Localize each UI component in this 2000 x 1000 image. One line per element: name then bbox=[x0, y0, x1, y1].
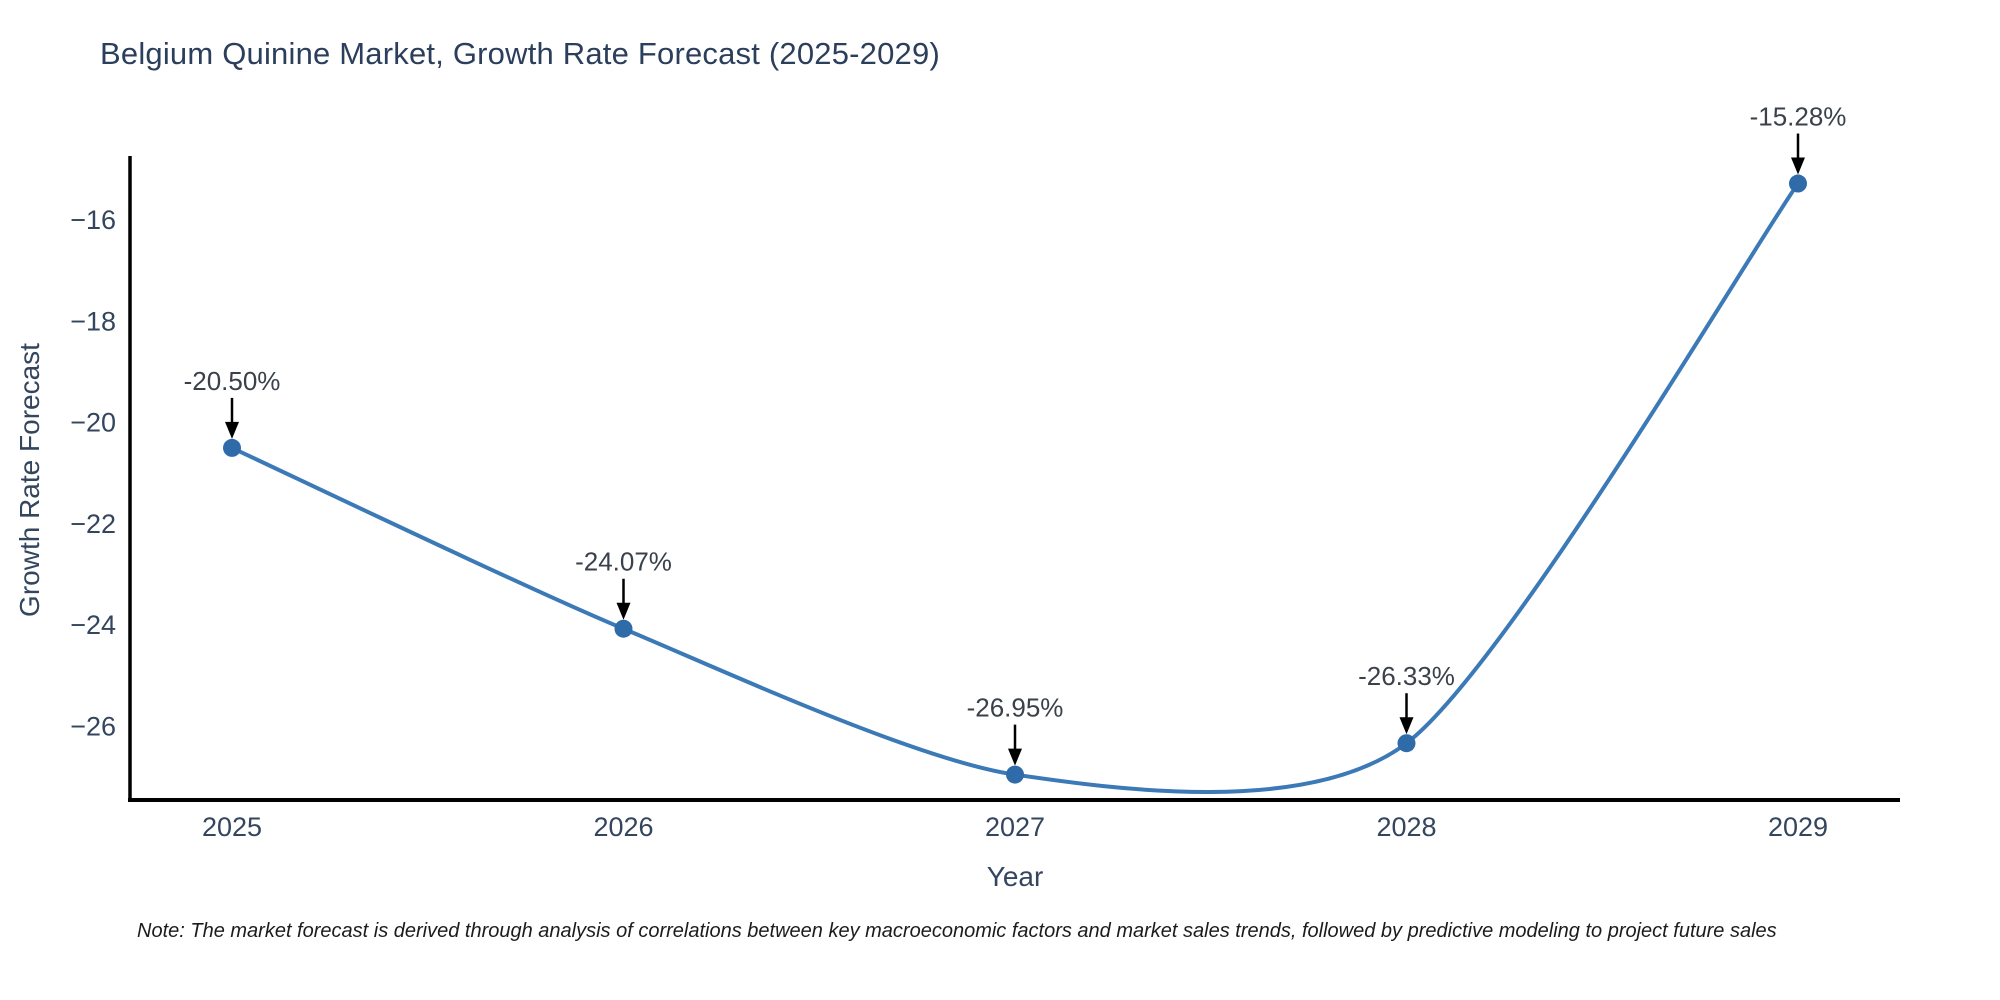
data-point-marker bbox=[614, 619, 633, 638]
y-tick-label: −20 bbox=[70, 408, 116, 438]
y-tick-label: −26 bbox=[70, 712, 116, 742]
annotation-arrow-head bbox=[225, 421, 239, 439]
annotation-arrow-head bbox=[616, 602, 631, 620]
y-tick-label: −18 bbox=[70, 306, 116, 336]
annotation-arrow-head bbox=[1791, 157, 1805, 175]
x-tick-label: 2026 bbox=[593, 812, 653, 842]
x-axis-title: Year bbox=[986, 861, 1044, 892]
data-point-marker bbox=[223, 438, 241, 457]
annotation-arrow-head bbox=[1399, 717, 1414, 735]
point-annotation: -26.95% bbox=[967, 693, 1064, 723]
data-point-marker bbox=[1789, 174, 1807, 193]
point-annotation: -15.28% bbox=[1750, 102, 1847, 132]
point-annotation: -24.07% bbox=[575, 547, 672, 577]
y-tick-label: −16 bbox=[70, 205, 116, 235]
x-tick-label: 2027 bbox=[985, 812, 1045, 842]
data-point-marker bbox=[1397, 734, 1416, 753]
x-tick-label: 2028 bbox=[1376, 812, 1436, 842]
footnote: Note: The market forecast is derived thr… bbox=[137, 920, 1777, 942]
point-annotation: -20.50% bbox=[184, 366, 281, 396]
y-tick-label: −22 bbox=[70, 509, 116, 539]
annotation-arrow-head bbox=[1008, 748, 1022, 766]
point-annotation: -26.33% bbox=[1358, 661, 1455, 691]
y-axis-title: Growth Rate Forecast bbox=[14, 343, 45, 617]
x-tick-label: 2029 bbox=[1768, 812, 1828, 842]
data-point-marker bbox=[1006, 765, 1024, 784]
chart-title: Belgium Quinine Market, Growth Rate Fore… bbox=[100, 36, 940, 71]
x-tick-label: 2025 bbox=[202, 812, 262, 842]
forecast-line bbox=[231, 182, 1800, 794]
y-tick-label: −24 bbox=[70, 610, 116, 640]
